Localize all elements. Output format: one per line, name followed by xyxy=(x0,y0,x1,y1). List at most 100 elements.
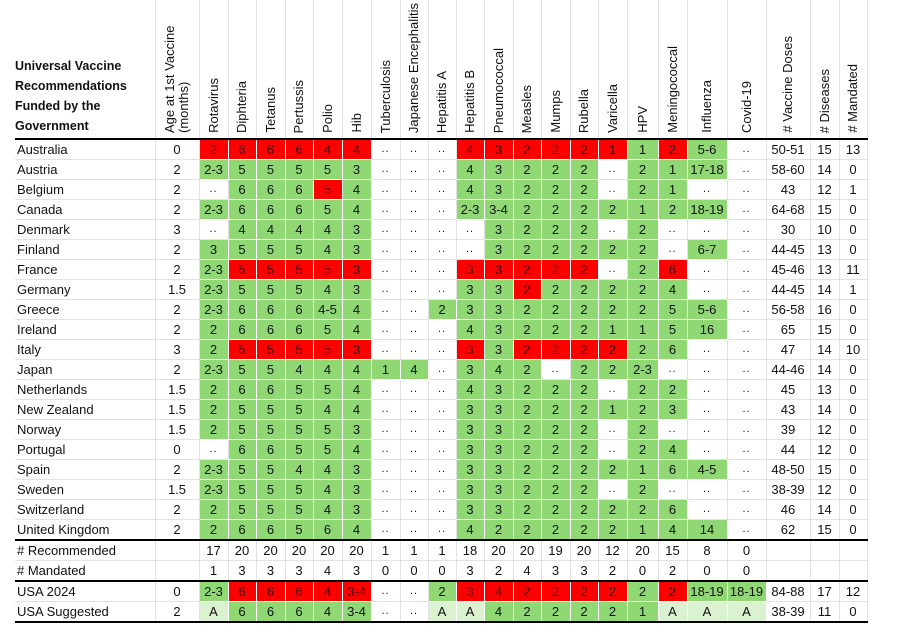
doses-cell: 56-58 xyxy=(765,299,811,320)
dose-cell: .. xyxy=(399,479,429,500)
age-cell: 2 xyxy=(154,319,200,340)
dose-cell: 3 xyxy=(456,279,484,300)
country-row: New Zealand 1.5 2 5 5 5 4 4...... 3 3 2 2 2 1 2 3.... 43… xyxy=(15,399,868,420)
dose-cell: 2 xyxy=(541,139,570,160)
dose-cell: .. xyxy=(370,219,401,240)
dose-cell: 17-18 xyxy=(687,159,727,180)
dose-cell: 6 xyxy=(256,580,285,602)
diseases-cell: 13 xyxy=(809,379,840,400)
doses-cell: 58-60 xyxy=(765,159,811,180)
dose-cell: 2 xyxy=(513,359,541,380)
dose-cell: 5 xyxy=(313,179,342,200)
dose-cell: 6 xyxy=(285,199,313,220)
dose-cell: 2 xyxy=(627,399,658,420)
row-label: France xyxy=(15,259,156,280)
diseases-cell: 14 xyxy=(809,339,840,360)
dose-cell: .. xyxy=(686,259,728,280)
dose-cell: 5 xyxy=(313,199,342,220)
dose-cell: 6 xyxy=(285,580,313,602)
dose-cell: 5 xyxy=(313,159,342,180)
dose-cell: 1 xyxy=(371,359,400,380)
dose-cell: 4 xyxy=(285,359,313,380)
dose-cell: A xyxy=(428,601,456,623)
dose-cell: A xyxy=(687,601,727,623)
dose-cell: 2 xyxy=(513,519,541,540)
dose-cell: 2 xyxy=(570,179,598,200)
dose-cell: 6 xyxy=(658,259,687,280)
column-header-label: Polio xyxy=(319,104,335,133)
dose-cell: 4 xyxy=(342,139,371,160)
dose-cell: .. xyxy=(370,299,401,320)
dose-cell: 3 xyxy=(342,459,371,480)
dose-cell: .. xyxy=(686,219,728,240)
dose-cell: .. xyxy=(657,419,688,440)
dose-cell: 3 xyxy=(540,560,571,582)
row-label: Portugal xyxy=(15,439,156,460)
dose-cell: 6-7 xyxy=(687,239,727,260)
dose-cell: 2 xyxy=(541,299,570,320)
dose-cell: 2-3 xyxy=(199,580,228,602)
dose-cell: 2 xyxy=(627,159,658,180)
dose-cell: 3 xyxy=(484,399,513,420)
dose-cell: 4 xyxy=(313,139,342,160)
dose-cell: 4 xyxy=(400,359,428,380)
dose-cell: .. xyxy=(686,479,728,500)
dose-cell: .. xyxy=(726,179,767,200)
column-header-label: Tuberculosis xyxy=(377,59,393,133)
dose-cell: .. xyxy=(427,159,457,180)
dose-cell: 4 xyxy=(312,560,343,582)
dose-cell: 6 xyxy=(256,379,285,400)
dose-cell: 3 xyxy=(456,439,484,460)
dose-cell: 1 xyxy=(627,199,658,220)
dose-cell: 2 xyxy=(570,359,598,380)
column-header-label: Covid-19 xyxy=(738,80,754,133)
dose-cell: 2 xyxy=(570,580,598,602)
dose-cell: 2 xyxy=(570,439,598,460)
dose-cell: .. xyxy=(657,479,688,500)
dose-cell: 2-3 xyxy=(627,359,658,380)
country-row: Denmark 3.. 4 4 4 4 3........ 3 2 2 2.. 2...... 30 10… xyxy=(15,219,868,240)
dose-cell: .. xyxy=(455,219,485,240)
dose-cell: 2 xyxy=(570,459,598,480)
dose-cell: 3 xyxy=(456,419,484,440)
column-header-label: Influenza xyxy=(699,80,714,133)
dose-cell: 2 xyxy=(598,239,627,260)
dose-cell: .. xyxy=(726,339,767,360)
dose-cell: 4 xyxy=(342,319,371,340)
dose-cell: 4 xyxy=(285,219,313,240)
dose-cell: 5 xyxy=(256,359,285,380)
dose-cell: .. xyxy=(686,179,728,200)
dose-cell: .. xyxy=(597,259,628,280)
dose-cell: .. xyxy=(726,399,767,420)
dose-cell: 3-4 xyxy=(342,601,371,623)
dose-cell: .. xyxy=(427,479,457,500)
summary-row: # Recommended 17 20 20 20 20 20 1 1 1 18 20 20 19 20 12… xyxy=(15,539,868,561)
dose-cell: 6 xyxy=(256,439,285,460)
age-cell: 2 xyxy=(154,601,200,623)
dose-cell: .. xyxy=(399,179,429,200)
dose-cell: 2 xyxy=(541,439,570,460)
dose-cell: 2 xyxy=(199,139,228,160)
dose-cell: 4 xyxy=(313,279,342,300)
dose-cell: 4 xyxy=(512,560,542,582)
dose-cell: 6 xyxy=(256,179,285,200)
diseases-cell: 10 xyxy=(809,219,840,240)
dose-cell: 2 xyxy=(570,519,598,540)
age-cell: 2 xyxy=(154,359,200,380)
dose-cell: 2 xyxy=(570,339,598,360)
column-header-label: Rotavirus xyxy=(205,78,221,133)
country-row: United Kingdom 2 2 6 6 5 6 4...... 4 2 2 2 2 2 1 4 14.. 6… xyxy=(15,519,868,541)
dose-cell: .. xyxy=(427,499,457,520)
dose-cell: 4 xyxy=(484,359,513,380)
dose-cell: 2 xyxy=(513,239,541,260)
dose-cell: 1 xyxy=(198,560,229,582)
dose-cell: 3 xyxy=(484,439,513,460)
column-header: Hepatitis B xyxy=(455,0,485,140)
dose-cell: 6 xyxy=(228,580,256,602)
dose-cell: 5 xyxy=(285,479,313,500)
doses-cell xyxy=(765,539,811,561)
diseases-cell: 17 xyxy=(809,580,840,602)
dose-cell: 3 xyxy=(456,299,484,320)
dose-cell: .. xyxy=(370,499,401,520)
column-header: # Mandated xyxy=(838,0,868,140)
